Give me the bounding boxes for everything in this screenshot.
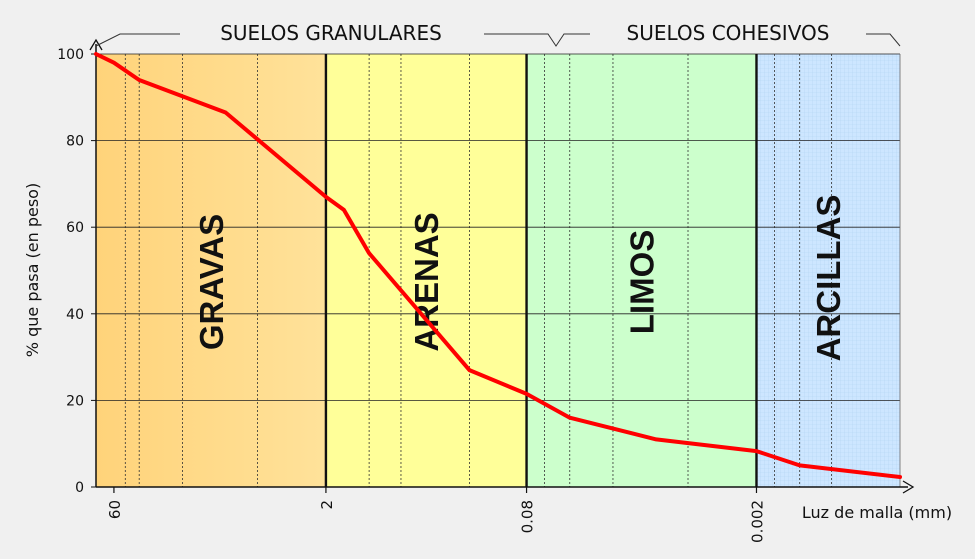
x-axis-label: Luz de malla (mm)	[802, 503, 952, 522]
y-axis-label: % que pasa (en peso)	[23, 183, 42, 357]
x-ticks: 60 2 0.08 0.002	[106, 487, 766, 543]
zone-label-limos: LIMOS	[624, 230, 661, 335]
x-tick-label: 0.002	[748, 500, 766, 543]
group-bracket-right	[866, 33, 901, 47]
zone-labels: GRAVAS ARENAS LIMOS ARCILLAS	[193, 195, 847, 362]
y-tick-label: 40	[66, 307, 84, 323]
zone-label-arcillas: ARCILLAS	[810, 195, 847, 362]
x-axis-arrow	[902, 480, 915, 494]
y-tick-label: 0	[75, 480, 84, 496]
zone-arcillas	[756, 54, 900, 487]
y-axis-arrow	[89, 38, 103, 51]
zone-arenas	[325, 54, 527, 487]
group-header: SUELOS GRANULARES SUELOS COHESIVOS	[95, 21, 901, 47]
group-bracket-middle	[484, 33, 590, 47]
group-label-cohesivos: SUELOS COHESIVOS	[627, 21, 830, 45]
x-tick-label: 2	[318, 500, 336, 510]
group-bracket-left	[95, 33, 180, 47]
axes	[89, 38, 915, 494]
y-tick-label: 60	[66, 220, 84, 236]
y-ticks: 0 20 40 60 80 100	[57, 47, 96, 496]
grid-lines	[96, 53, 900, 488]
soil-zones	[96, 54, 900, 487]
y-tick-label: 80	[66, 134, 84, 150]
x-tick-label: 60	[106, 500, 124, 519]
zone-label-gravas: GRAVAS	[193, 214, 230, 350]
x-tick-label: 0.08	[519, 500, 537, 533]
y-tick-label: 100	[57, 47, 84, 63]
grading-curve	[94, 52, 902, 479]
zone-label-arenas: ARENAS	[408, 212, 445, 351]
zone-gravas	[96, 54, 326, 487]
series	[94, 52, 902, 479]
y-tick-label: 20	[66, 393, 84, 409]
group-label-granulares: SUELOS GRANULARES	[220, 21, 442, 45]
zone-boundaries	[324, 54, 901, 487]
